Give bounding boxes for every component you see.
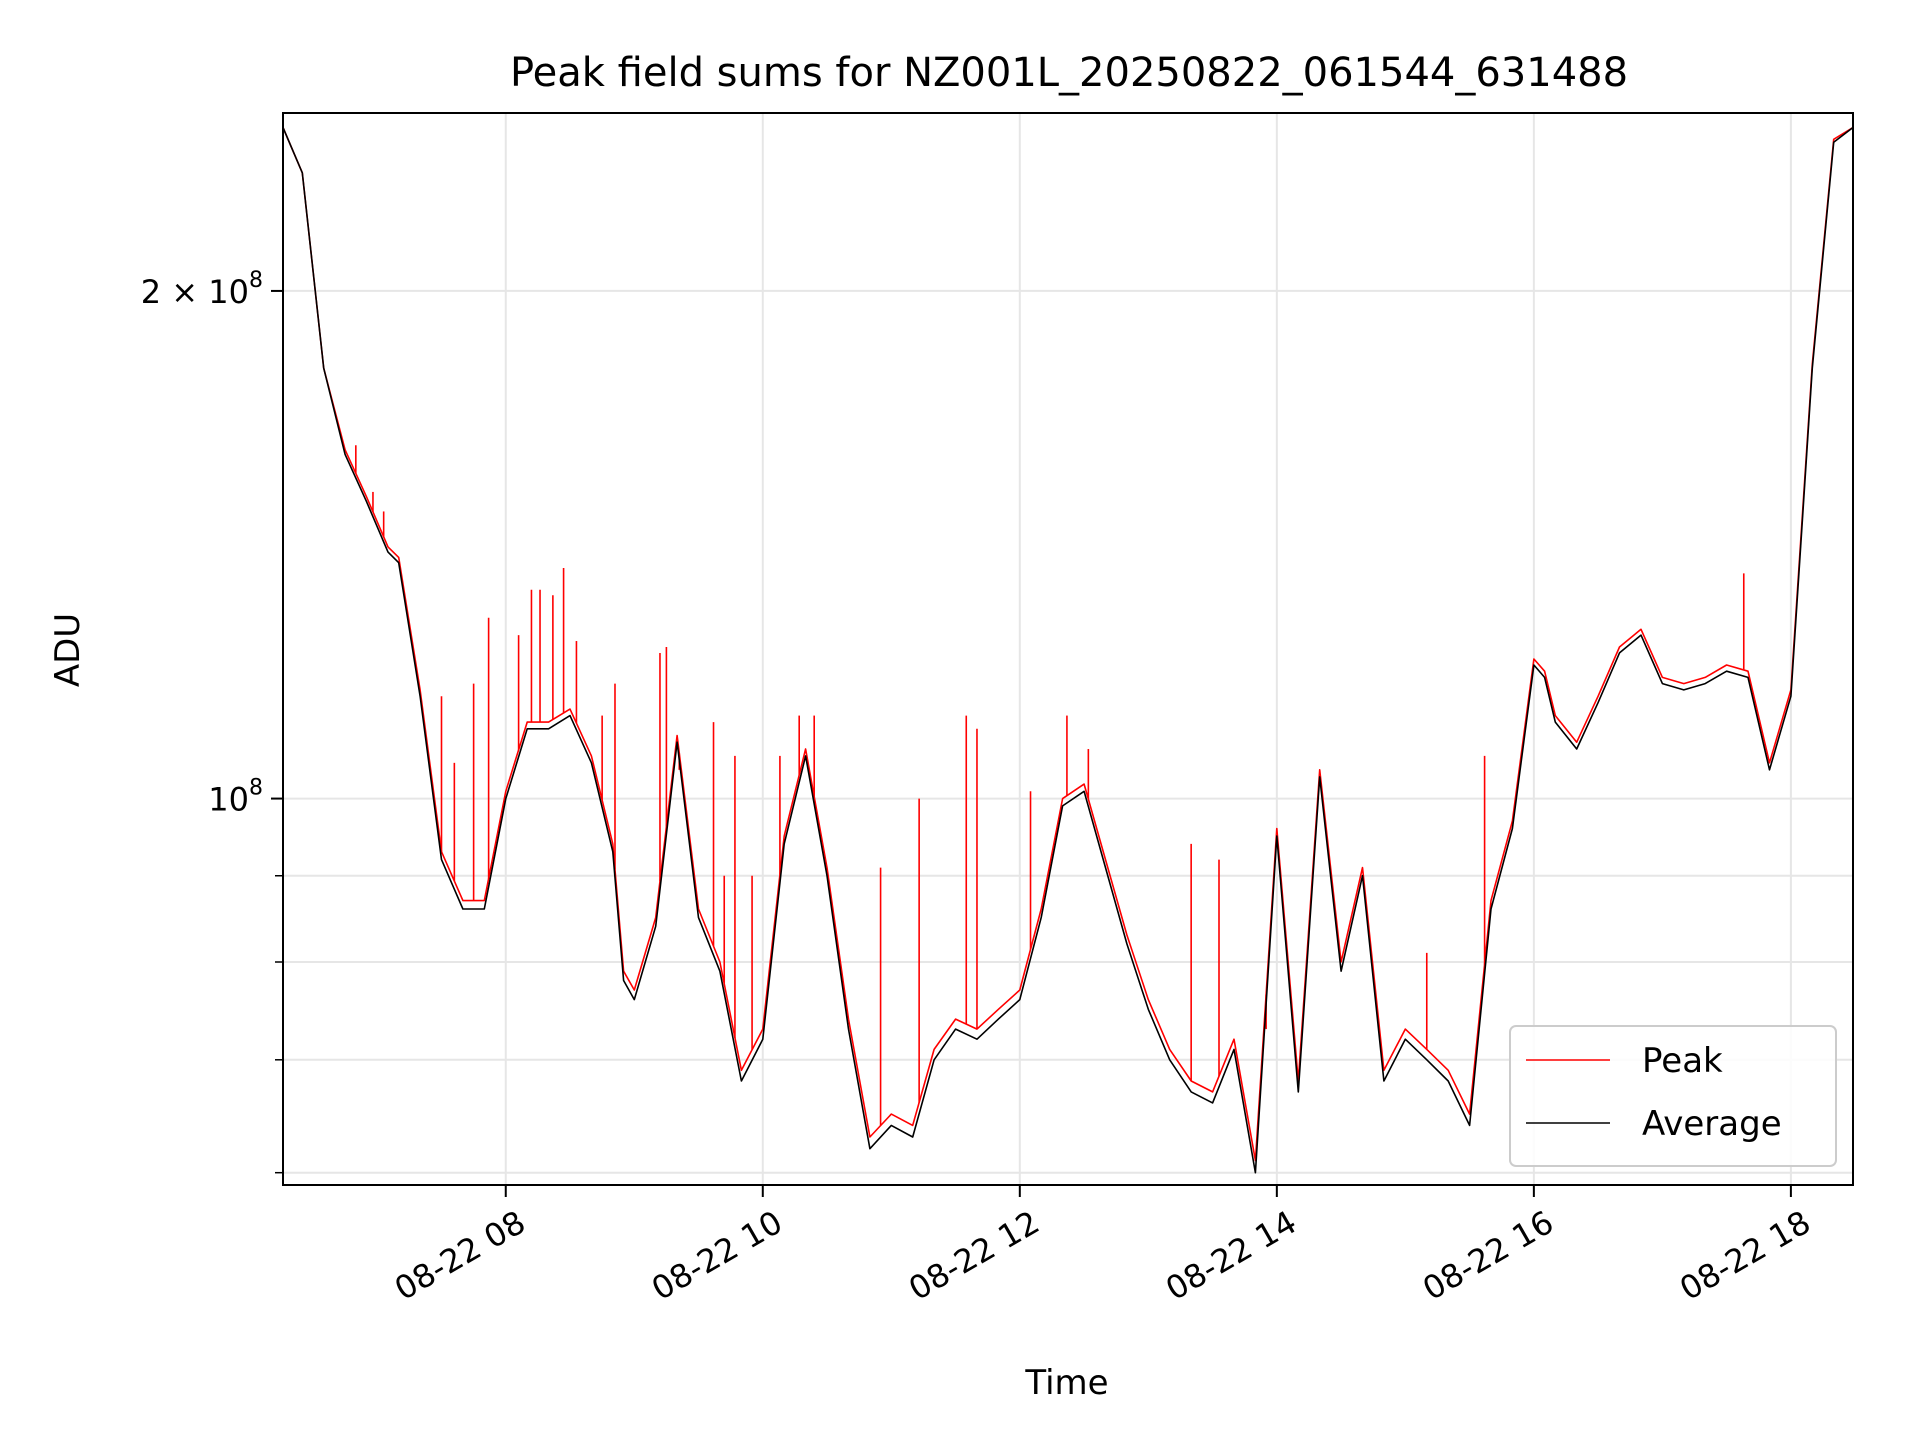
legend: Peak Average: [1509, 1025, 1837, 1167]
series-line-average: [282, 126, 1854, 1174]
y-gridlines: [283, 289, 1853, 1174]
chart-title: Peak field sums for NZ001L_20250822_0615…: [510, 50, 1628, 96]
y-tick-label: 108: [208, 776, 263, 819]
y-axis-label: ADU: [48, 613, 88, 687]
y-tick-label: 2 × 108: [141, 268, 263, 311]
series-line-peak: [282, 126, 1854, 1162]
x-gridlines: [504, 113, 1792, 1185]
legend-box: [1509, 1025, 1837, 1167]
x-axis-label: Time: [1024, 1363, 1108, 1403]
legend-label-average: Average: [1642, 1104, 1782, 1144]
plot-area-frame: [282, 112, 1854, 1186]
legend-label-peak: Peak: [1642, 1041, 1723, 1081]
plot-series: [282, 126, 1854, 1174]
y-axis-ticks: 2 × 108 108: [141, 268, 283, 1174]
